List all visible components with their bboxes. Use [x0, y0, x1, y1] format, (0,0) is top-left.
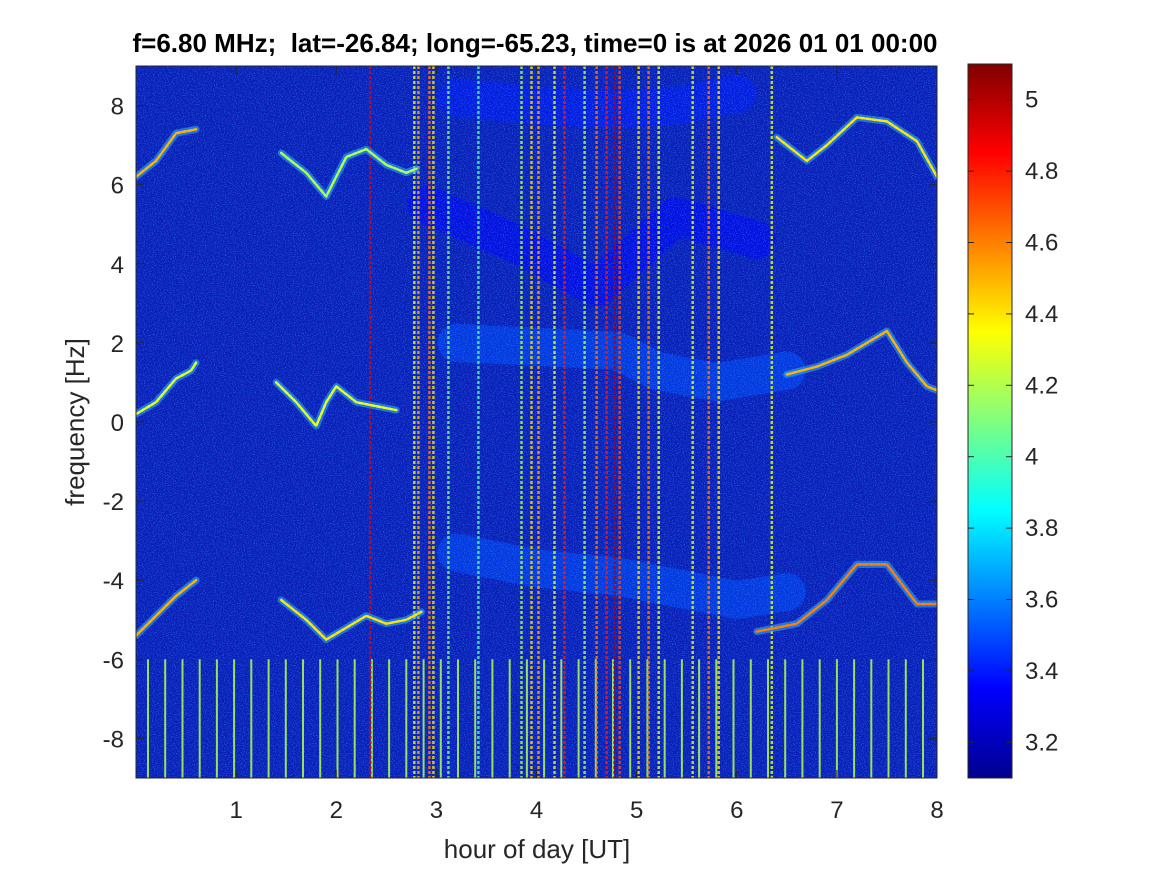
lower-comb-lines — [147, 659, 924, 778]
colorbar-tick-label: 3.8 — [1025, 515, 1058, 542]
y-axis-label: frequency [Hz] — [60, 338, 90, 506]
trace-line — [755, 563, 937, 633]
colorbar-tick-label: 4.6 — [1025, 230, 1058, 257]
vertical-streaks — [369, 66, 774, 778]
x-tick-label: 2 — [330, 797, 343, 824]
signal-traces — [136, 113, 937, 644]
trace-line — [136, 361, 198, 416]
trace-line — [785, 329, 937, 392]
colorbar-tick-label: 3.6 — [1025, 587, 1058, 614]
colorbar-border — [967, 63, 1013, 779]
x-tick-label: 6 — [730, 797, 743, 824]
x-axis-ticks: 1 2 3 4 5 6 7 8 — [229, 66, 944, 824]
y-tick-label: 6 — [111, 173, 124, 200]
y-tick-label: -2 — [103, 489, 124, 516]
colorbar-tick-label: 3.4 — [1025, 658, 1058, 685]
y-tick-label: 2 — [111, 331, 124, 358]
trace-line — [136, 128, 198, 179]
trace-line — [136, 578, 198, 637]
colorbar-tick-label: 4.4 — [1025, 301, 1058, 328]
y-tick-label: -8 — [103, 726, 124, 753]
x-tick-label: 8 — [930, 797, 943, 824]
y-tick-label: -4 — [103, 568, 124, 595]
y-tick-label: -6 — [103, 647, 124, 674]
x-tick-label: 3 — [430, 797, 443, 824]
y-tick-label: 8 — [111, 94, 124, 121]
trace-line — [279, 147, 418, 198]
x-axis-label: hour of day [UT] — [444, 834, 630, 864]
y-tick-label: 0 — [111, 410, 124, 437]
trace-line — [775, 116, 937, 179]
trace-line — [279, 598, 423, 641]
x-tick-label: 1 — [229, 797, 242, 824]
colorbar-tick-label: 4 — [1025, 444, 1038, 471]
colorbar-tick-label: 4.8 — [1025, 158, 1058, 185]
colorbar-tick-label: 4.2 — [1025, 372, 1058, 399]
plot-area — [135, 65, 938, 779]
colorbar-ticks: 3.2 3.4 3.6 3.8 4 4.2 4.4 4.6 4.8 5 — [968, 87, 1058, 756]
colorbar: 3.2 3.4 3.6 3.8 4 4.2 4.4 4.6 4.8 5 — [967, 63, 1058, 779]
x-tick-label: 7 — [830, 797, 843, 824]
colorbar-tick-label: 3.2 — [1025, 729, 1058, 756]
x-tick-label: 4 — [530, 797, 543, 824]
y-tick-label: 4 — [111, 252, 124, 279]
chart-title: f=6.80 MHz; lat=-26.84; long=-65.23, tim… — [133, 28, 938, 58]
y-axis-ticks: -8 -6 -4 -2 0 2 4 6 8 — [103, 94, 937, 753]
trace-line — [274, 381, 398, 428]
colorbar-tick-label: 5 — [1025, 87, 1038, 114]
colorbar-gradient — [968, 64, 1012, 778]
noise-speckle — [136, 66, 937, 778]
x-tick-label: 5 — [630, 797, 643, 824]
